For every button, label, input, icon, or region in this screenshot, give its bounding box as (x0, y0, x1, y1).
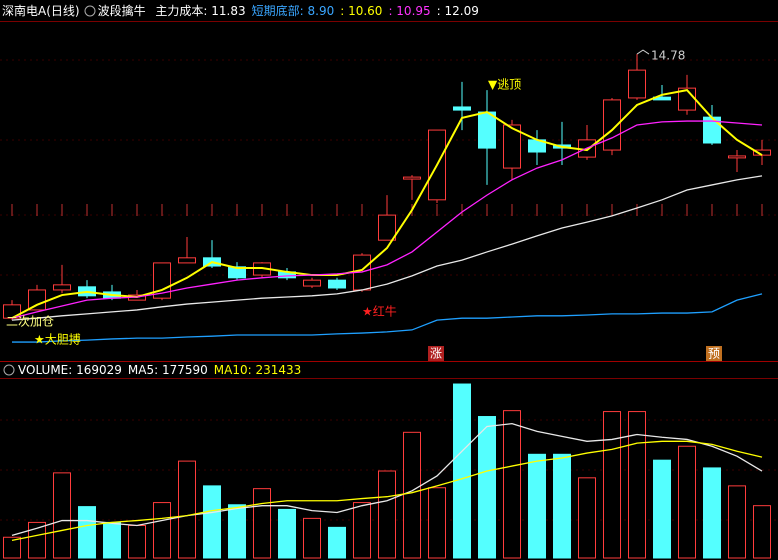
header-item: MA5: 177590 (127, 363, 208, 377)
ma-line (11, 422, 763, 537)
header-item: 短期底部: 8.90 (251, 4, 335, 18)
ma-line (11, 440, 763, 541)
candle-body (378, 214, 396, 241)
annotation: 二次加仓 (6, 315, 54, 329)
volume-bar (3, 536, 21, 559)
volume-bar (278, 508, 296, 559)
volume-bar (78, 506, 96, 559)
volume-bar (653, 459, 671, 559)
volume-bar (478, 416, 496, 559)
header-item: : 10.95 (388, 4, 431, 18)
price-header: 深南电A(日线) 波段擒牛 主力成本: 11.83 短期底部: 8.90 : 10.6… (2, 1, 485, 21)
ma-line (11, 175, 763, 321)
volume-bar (753, 505, 771, 559)
candle-body (153, 262, 171, 299)
candle-body (28, 289, 46, 311)
signal-label: 涨 (430, 346, 442, 361)
volume-bar (578, 477, 596, 559)
ma-line (12, 293, 763, 343)
menu-icon[interactable] (84, 5, 96, 17)
volume-bar (178, 460, 196, 559)
volume-bar (103, 521, 121, 559)
header-item: : 12.09 (436, 4, 479, 18)
candle-body (178, 257, 196, 264)
volume-bar (628, 411, 646, 559)
volume-bar (128, 524, 146, 559)
menu-icon[interactable] (3, 364, 15, 376)
candle-body (303, 279, 321, 287)
candle-body (628, 69, 646, 99)
annotation: ★红牛 (362, 304, 397, 319)
volume-bar (553, 453, 571, 559)
header-item: MA10: 231433 (213, 363, 302, 377)
volume-bar (403, 431, 421, 559)
candle-body (453, 106, 471, 111)
header-item: 主力成本: 11.83 (155, 4, 246, 18)
volume-header: VOLUME: 169029 MA5: 177590 MA10: 231433 (18, 360, 307, 380)
header-item: : 10.60 (340, 4, 383, 18)
volume-bar (28, 521, 46, 559)
volume-bar (678, 445, 696, 559)
annotation: ★大胆搏 (34, 333, 81, 347)
candle-body (503, 124, 521, 169)
header-item: VOLUME: 169029 (18, 363, 122, 377)
high-label: 14.78 (651, 49, 685, 63)
candle-body (603, 99, 621, 151)
volume-bar (253, 488, 271, 559)
volume-bar (228, 504, 246, 559)
indicator-name: 波段擒牛 (97, 4, 146, 18)
candle-body (53, 284, 71, 291)
volume-bar (503, 410, 521, 559)
ma-line (11, 120, 763, 319)
volume-bar (203, 485, 221, 559)
volume-bar (378, 470, 396, 559)
chart-title: 深南电A(日线) (2, 4, 80, 18)
candle-body (328, 279, 346, 289)
candle-body (478, 111, 496, 149)
volume-bar (328, 526, 346, 559)
signal-label: 预 (708, 347, 720, 361)
volume-bar (528, 453, 546, 559)
annotation: ▼逃顶 (488, 78, 521, 92)
volume-bar (303, 517, 321, 559)
leader-line (636, 49, 650, 55)
volume-bar (703, 467, 721, 559)
candle-body (228, 266, 246, 279)
candle-body (403, 176, 421, 180)
volume-bar (453, 383, 471, 559)
signal-box (706, 346, 722, 361)
volume-bar (728, 485, 746, 559)
volume-bar (153, 502, 171, 559)
signal-box (428, 346, 444, 361)
volume-bar (428, 487, 446, 559)
volume-bar (353, 502, 371, 559)
volume-bar (603, 411, 621, 559)
volume-bar (53, 472, 71, 559)
candle-body (728, 155, 746, 159)
